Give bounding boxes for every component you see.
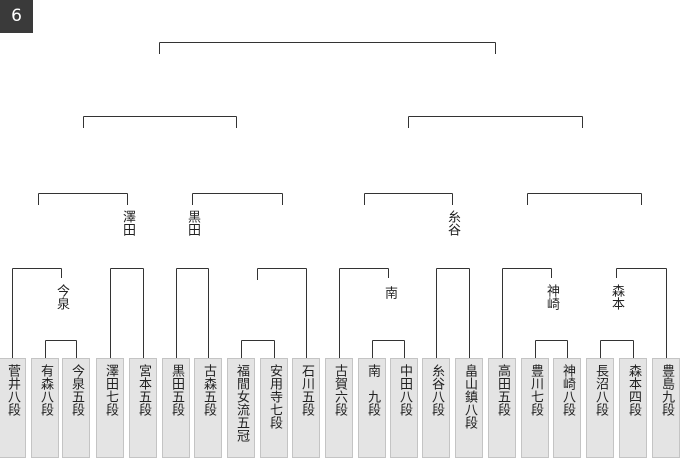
player-box: 長沼八段 bbox=[586, 358, 614, 458]
player-box: 森本四段 bbox=[619, 358, 647, 458]
player-box: 高田五段 bbox=[488, 358, 516, 458]
player-box: 宮本五段 bbox=[129, 358, 157, 458]
player-box: 古森五段 bbox=[194, 358, 222, 458]
player-box: 中田八段 bbox=[390, 358, 418, 458]
winner-label: 今泉 bbox=[51, 284, 71, 310]
block-badge: 6 bbox=[0, 0, 33, 33]
player-box: 神崎八段 bbox=[553, 358, 581, 458]
player-box: 南 九段 bbox=[358, 358, 386, 458]
player-box: 畠山鎮八段 bbox=[455, 358, 483, 458]
player-box: 安用寺七段 bbox=[260, 358, 288, 458]
winner-label: 南 bbox=[379, 286, 399, 299]
player-box: 豊島九段 bbox=[652, 358, 680, 458]
winner-label: 神崎 bbox=[541, 284, 561, 310]
player-box: 黒田五段 bbox=[162, 358, 190, 458]
winner-label: 黒田 bbox=[182, 210, 202, 236]
player-box: 古賀六段 bbox=[325, 358, 353, 458]
player-box: 今泉五段 bbox=[62, 358, 90, 458]
player-box: 澤田七段 bbox=[96, 358, 124, 458]
player-box: 菅井八段 bbox=[0, 358, 26, 458]
player-box: 糸谷八段 bbox=[422, 358, 450, 458]
player-box: 豊川七段 bbox=[521, 358, 549, 458]
player-box: 有森八段 bbox=[31, 358, 59, 458]
player-box: 石川五段 bbox=[292, 358, 320, 458]
player-box: 福間女流五冠 bbox=[227, 358, 255, 458]
winner-label: 森本 bbox=[606, 284, 626, 310]
winner-label: 澤田 bbox=[117, 210, 137, 236]
winner-label: 糸谷 bbox=[442, 210, 462, 236]
